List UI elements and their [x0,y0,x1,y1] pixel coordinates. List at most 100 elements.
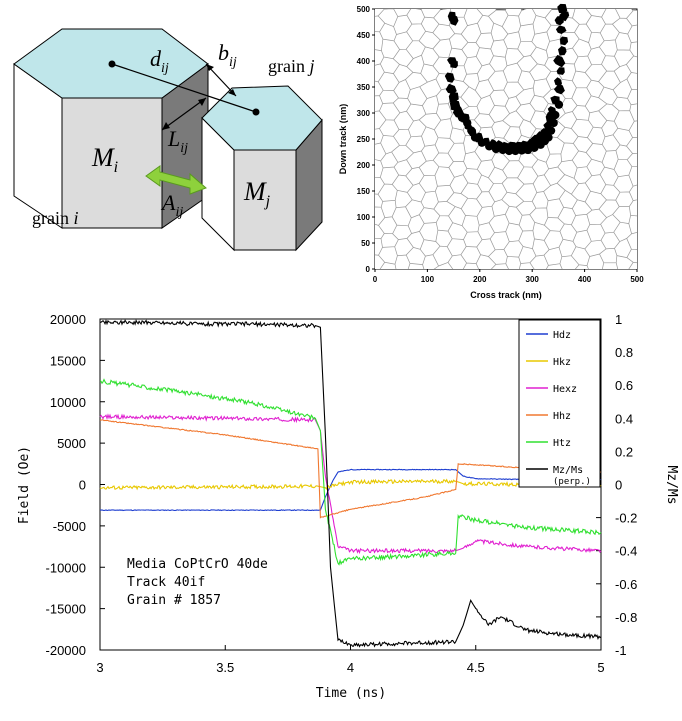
switched-grain [444,72,455,83]
grain-map-ytick-label: 450 [357,31,371,40]
y-right-tick-label: -0.4 [615,544,637,559]
chart-xlabel: Time (ns) [316,686,386,701]
x-tick-label: 3 [96,660,103,675]
y-left-tick-label: -20000 [46,643,86,658]
switched-grain [557,3,568,14]
y-left-tick-label: 20000 [50,312,86,327]
chart-ylabel-right: Mz/Ms [664,465,679,504]
lij-arrowhead-b [198,98,206,106]
y-left-tick-label: -15000 [46,602,86,617]
grain-j-top-face [201,85,323,151]
dij-label: dij [150,46,169,76]
switched-grain [553,54,566,68]
y-right-tick-label: 1 [615,312,622,327]
switched-grain [549,118,558,128]
aij-arrow [145,165,207,195]
grain-map-switched-grains [444,3,570,156]
y-right-tick-label: -0.8 [615,610,637,625]
annotation-grain: Grain # 1857 [127,593,221,608]
y-right-tick-label: -0.6 [615,577,637,592]
grain-map-ytick-label: 0 [366,265,371,274]
grain-map-ytick-label: 150 [357,187,371,196]
legend-label: Hdz [553,330,571,341]
legend-label-cont: (perp.) [553,477,591,487]
bij-arrowhead-a [206,64,214,71]
legend-box [518,319,601,488]
lij-arrowhead-a [162,122,170,130]
y-left-tick-label: 5000 [57,436,86,451]
grain-map-ytick-label: 250 [357,135,371,144]
grain-map-xtick-label: 100 [421,275,435,284]
bij-arrowhead-b [228,89,236,96]
series-line [99,378,602,566]
legend-label: Hexz [553,384,577,395]
grain-map-cells [375,9,637,269]
y-left-tick-label: 15000 [50,353,86,368]
switched-grain [450,60,458,69]
y-left-tick-label: 0 [79,478,86,493]
grain-boundaries [375,9,637,269]
series-line [99,319,602,648]
switched-grain [556,67,565,75]
annotation-track: Track 40if [127,575,205,590]
switched-grain [448,91,459,103]
legend-label: Hhz [553,411,571,422]
lij-arrow [161,97,207,131]
grain-map-ytick-label: 400 [357,57,371,66]
grain-map-ytick-label: 200 [357,161,371,170]
switched-grain [551,110,560,120]
grain-map-xtick-label: 300 [526,275,540,284]
x-tick-label: 5 [597,660,604,675]
switched-grain [560,36,569,46]
legend-label: Hkz [553,357,571,368]
y-left-tick-label: -5000 [53,519,86,534]
switched-grain [546,126,556,135]
grain-map-xtick-label: 400 [578,275,592,284]
bij-label: bij [218,40,237,70]
grain-map-xtick-label: 500 [630,275,644,284]
grain-map-xtick-label: 200 [473,275,487,284]
y-right-tick-label: 0.8 [615,345,633,360]
chart-legend: Hdz Hkz Hexz Hhz Htz Mz/Ms(perp.) [526,330,591,487]
switched-grain [559,10,570,22]
x-tick-label: 4.5 [467,660,485,675]
switched-grain [554,77,562,87]
grain-map-ticks: 0 100 200 300 400 500 0 50 100 150 200 250 300 350 400… [357,5,645,284]
y-left-tick-label: 10000 [50,395,86,410]
x-tick-label: 4 [347,660,354,675]
legend-label: Htz [553,438,571,449]
grain-map-ytick-label: 350 [357,83,371,92]
annotation-media: Media CoPtCrO 40de [127,557,268,572]
y-right-tick-label: 0.6 [615,378,633,393]
switched-grain [555,25,567,34]
switched-grain [449,15,459,26]
y-right-tick-label: -0.2 [615,511,637,526]
y-right-tick-label: 0.2 [615,444,633,459]
grain-map-ytick-label: 300 [357,109,371,118]
grain-map-xtick-label: 0 [373,275,378,284]
chart-ticks: 3 3.5 4 4.5 5 20000 15000 10000 5000 0 -5000 -10000… [46,312,638,675]
grain-map-ytick-label: 50 [361,239,370,248]
y-right-tick-label: 0.4 [615,411,633,426]
y-right-tick-label: 0 [615,478,622,493]
switched-grain [553,83,565,95]
grain-i-center-dot [108,60,116,68]
aij-label: Aij [160,190,183,220]
grain-i-label: grain i [32,208,79,228]
mj-label: Mj [243,177,271,210]
grain-j-label: grain j [268,56,315,76]
switched-grain [530,143,539,153]
grain-j-center-dot [252,108,260,116]
switched-grain [445,83,457,95]
series-line [99,413,602,555]
dij-line [111,63,257,113]
grain-map-ytick-label: 500 [357,5,371,14]
switched-grain [558,46,567,56]
x-tick-label: 3.5 [216,660,234,675]
switched-grain [544,133,553,142]
time-series-chart: 3 3.5 4 4.5 5 20000 15000 10000 5000 0 -5000 -10000… [17,312,679,701]
y-right-tick-label: -1 [615,643,627,658]
grain-map-xlabel: Cross track (nm) [470,290,542,300]
grain-map-ylabel: Down track (nm) [338,104,348,175]
